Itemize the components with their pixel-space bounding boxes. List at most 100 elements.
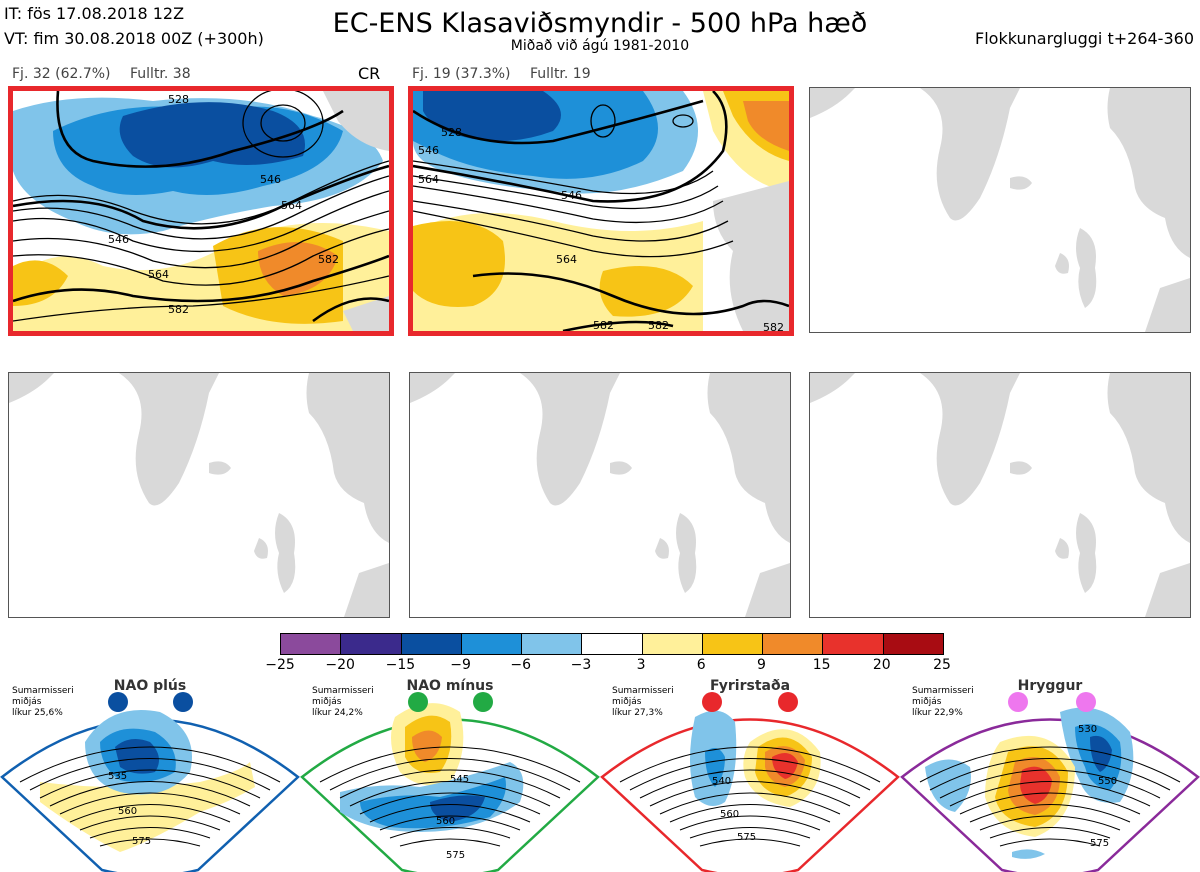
cluster-map-6[interactable] <box>809 372 1191 618</box>
cluster-map-1[interactable]: 528 546 564 582 546 564 582 <box>8 86 394 336</box>
regime-info: Sumarmisseri miðjás líkur 22,9% <box>912 686 974 719</box>
colorbar-tick: 15 <box>812 657 831 673</box>
regime-level: miðjás <box>12 697 42 707</box>
regime-ridge[interactable]: 530 550 575 Hryggur Sumarmisseri miðjás … <box>900 672 1200 872</box>
init-time: IT: fös 17.08.2018 12Z <box>4 4 185 23</box>
cluster-2-contour-564b: 564 <box>556 253 577 266</box>
regime-nao-minus[interactable]: 545 560 575 NAO mínus Sumarmisseri miðjá… <box>300 672 600 872</box>
regime-level: miðjás <box>312 697 342 707</box>
regime-level: miðjás <box>612 697 642 707</box>
colorbar-swatch <box>642 634 703 654</box>
regime-blocking[interactable]: 540 560 575 Fyrirstaða Sumarmisseri miðj… <box>600 672 900 872</box>
regime-level: miðjás <box>912 697 942 707</box>
regime-probability: líkur 22,9% <box>912 708 963 718</box>
nao-minus-contour-560: 560 <box>436 816 455 827</box>
nao-plus-contour-560: 560 <box>118 806 137 817</box>
cluster-map-3[interactable] <box>809 87 1191 333</box>
colorbar-swatch <box>763 634 824 654</box>
page-subtitle: Miðað við ágú 1981-2010 <box>510 38 690 54</box>
nao-minus-contour-575: 575 <box>446 850 465 861</box>
regime-name: Hryggur <box>1017 678 1083 694</box>
cluster-1-regime-tag: CR <box>358 64 381 83</box>
ridge-contour-550: 550 <box>1098 776 1117 787</box>
regime-probability: líkur 25,6% <box>12 708 63 718</box>
regime-info: Sumarmisseri miðjás líkur 24,2% <box>312 686 374 719</box>
regime-nao-minus-graphic: 545 560 575 <box>300 692 600 872</box>
cluster-2-contour-546b: 546 <box>561 189 582 202</box>
colorbar-swatch <box>702 634 764 654</box>
cluster-2-contour-582b: 582 <box>763 321 784 331</box>
base-map-graphic <box>810 373 1190 617</box>
colorbar-swatch <box>823 634 884 654</box>
cluster-1-contour-564: 564 <box>281 199 302 212</box>
colorbar-tick: −20 <box>325 657 355 673</box>
nao-plus-contour-575: 575 <box>132 836 151 847</box>
cluster-2-contour-582: 582 <box>648 319 669 331</box>
nao-plus-contour-535: 535 <box>108 771 127 782</box>
regime-nao-plus[interactable]: 535 560 575 NAO plús Sumarmisseri miðjás… <box>0 672 300 872</box>
colorbar-tick: 25 <box>933 657 951 673</box>
regime-season: Sumarmisseri <box>312 686 374 696</box>
cluster-1-contour-546b: 546 <box>108 233 129 246</box>
cluster-map-4[interactable] <box>8 372 390 618</box>
classification-window: Flokkunargluggi t+264-360 <box>975 29 1194 48</box>
colorbar-swatch <box>461 634 523 654</box>
blocking-contour-575: 575 <box>737 832 756 843</box>
cluster-map-2-graphic: 528 546 564 546 564 582 582 582 <box>413 91 789 331</box>
regime-nao-plus-graphic: 535 560 575 <box>0 692 300 872</box>
cluster-1-contour-582: 582 <box>318 253 339 266</box>
colorbar-swatch <box>522 634 583 654</box>
colorbar-tick: 3 <box>636 657 646 673</box>
colorbar-swatch <box>281 634 342 654</box>
cluster-map-1-graphic: 528 546 564 582 546 564 582 <box>13 91 389 331</box>
colorbar-tick: 9 <box>756 657 766 673</box>
cluster-map-5[interactable] <box>409 372 791 618</box>
colorbar-tick: −25 <box>265 657 295 673</box>
cluster-1-contour-528: 528 <box>168 93 189 106</box>
cluster-1-contour-546: 546 <box>260 173 281 186</box>
base-map-graphic <box>410 373 790 617</box>
colorbar-tick: −3 <box>570 657 592 673</box>
colorbar-swatch <box>401 634 462 654</box>
colorbar-tick: −6 <box>510 657 532 673</box>
blocking-contour-540: 540 <box>712 776 731 787</box>
cluster-2-contour-564: 564 <box>418 173 439 186</box>
regime-season: Sumarmisseri <box>612 686 674 696</box>
valid-time: VT: fim 30.08.2018 00Z (+300h) <box>4 29 264 48</box>
blocking-contour-560: 560 <box>720 809 739 820</box>
base-map-graphic <box>810 88 1190 332</box>
cluster-1-fulltr: Fulltr. 38 <box>130 66 191 82</box>
cluster-2-fulltr: Fulltr. 19 <box>530 66 591 82</box>
ridge-contour-575: 575 <box>1090 838 1109 849</box>
cluster-2-contour-528: 528 <box>441 126 462 139</box>
cluster-1-label: Fj. 32 (62.7%) <box>12 66 111 82</box>
anomaly-colorbar <box>280 633 944 655</box>
colorbar-swatch <box>341 634 402 654</box>
cluster-map-2[interactable]: 528 546 564 546 564 582 582 582 <box>408 86 794 336</box>
colorbar-swatch <box>582 634 643 654</box>
regime-name: NAO plús <box>113 678 187 694</box>
regime-ridge-graphic: 530 550 575 <box>900 692 1200 872</box>
regime-season: Sumarmisseri <box>12 686 74 696</box>
cluster-2-contour-582c: 582 <box>593 319 614 331</box>
base-map-graphic <box>9 373 389 617</box>
cluster-2-label: Fj. 19 (37.3%) <box>412 66 511 82</box>
regime-name: NAO mínus <box>406 678 494 694</box>
colorbar-swatch <box>883 634 943 654</box>
colorbar-tick: −15 <box>385 657 416 673</box>
regime-info: Sumarmisseri miðjás líkur 27,3% <box>612 686 674 719</box>
ridge-contour-530: 530 <box>1078 724 1097 735</box>
regime-name: Fyrirstaða <box>709 678 791 694</box>
cluster-1-contour-582b: 582 <box>168 303 189 316</box>
regime-probability: líkur 24,2% <box>312 708 363 718</box>
colorbar-tick: 6 <box>696 657 706 673</box>
cluster-2-contour-546: 546 <box>418 144 439 157</box>
colorbar-tick: 20 <box>872 657 891 673</box>
colorbar-tick: −9 <box>450 657 471 673</box>
nao-minus-contour-545: 545 <box>450 774 469 785</box>
regime-blocking-graphic: 540 560 575 <box>600 692 900 872</box>
page-title: EC-ENS Klasaviðsmyndir - 500 hPa hæð <box>332 8 868 39</box>
regime-season: Sumarmisseri <box>912 686 974 696</box>
regime-probability: líkur 27,3% <box>612 708 663 718</box>
regime-info: Sumarmisseri miðjás líkur 25,6% <box>12 686 74 719</box>
